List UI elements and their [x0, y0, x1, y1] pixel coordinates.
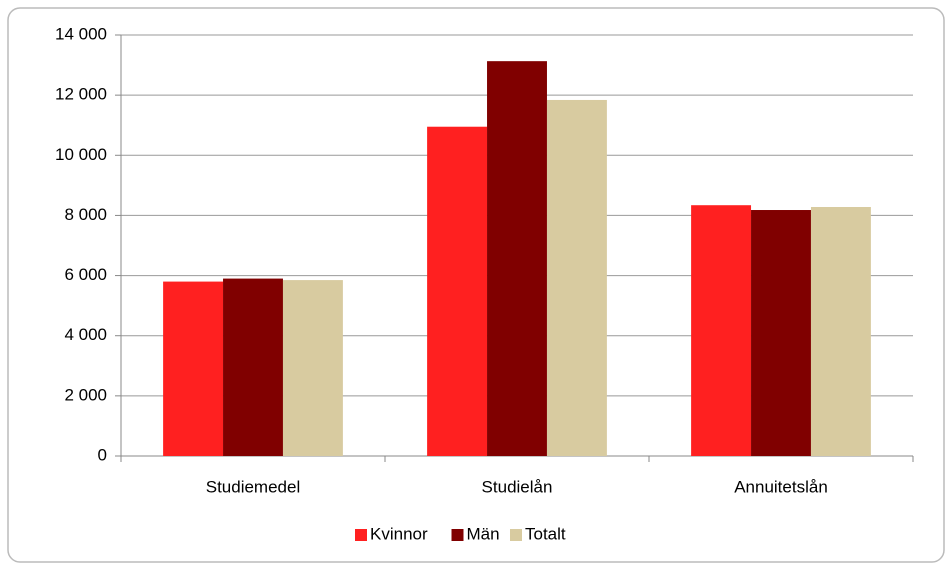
y-tick-label: 14 000: [55, 24, 107, 43]
legend-swatch: [510, 529, 522, 541]
y-tick-label: 0: [98, 445, 107, 464]
y-tick-label: 6 000: [64, 265, 107, 284]
bar: [487, 61, 547, 457]
legend-swatch: [451, 529, 464, 541]
bar: [282, 280, 343, 456]
legend-label: Totalt: [525, 524, 566, 543]
bar: [546, 99, 607, 456]
bar: [427, 126, 488, 456]
y-tick-label: 2 000: [64, 385, 107, 404]
y-tick-label: 10 000: [55, 145, 107, 164]
legend-label: Kvinnor: [370, 524, 428, 543]
x-tick-label: Studiemedel: [206, 477, 301, 496]
legend-label: Män: [467, 524, 500, 543]
y-tick-label: 4 000: [64, 325, 107, 344]
y-tick-label: 8 000: [64, 205, 107, 224]
bar: [751, 210, 811, 456]
bar: [810, 207, 871, 456]
legend-swatch: [355, 529, 367, 541]
x-tick-label: Annuitetslån: [734, 477, 828, 496]
x-tick-label: Studielån: [482, 477, 553, 496]
bar: [223, 278, 283, 456]
bar: [691, 205, 752, 456]
bar: [163, 281, 224, 456]
y-tick-label: 12 000: [55, 85, 107, 104]
